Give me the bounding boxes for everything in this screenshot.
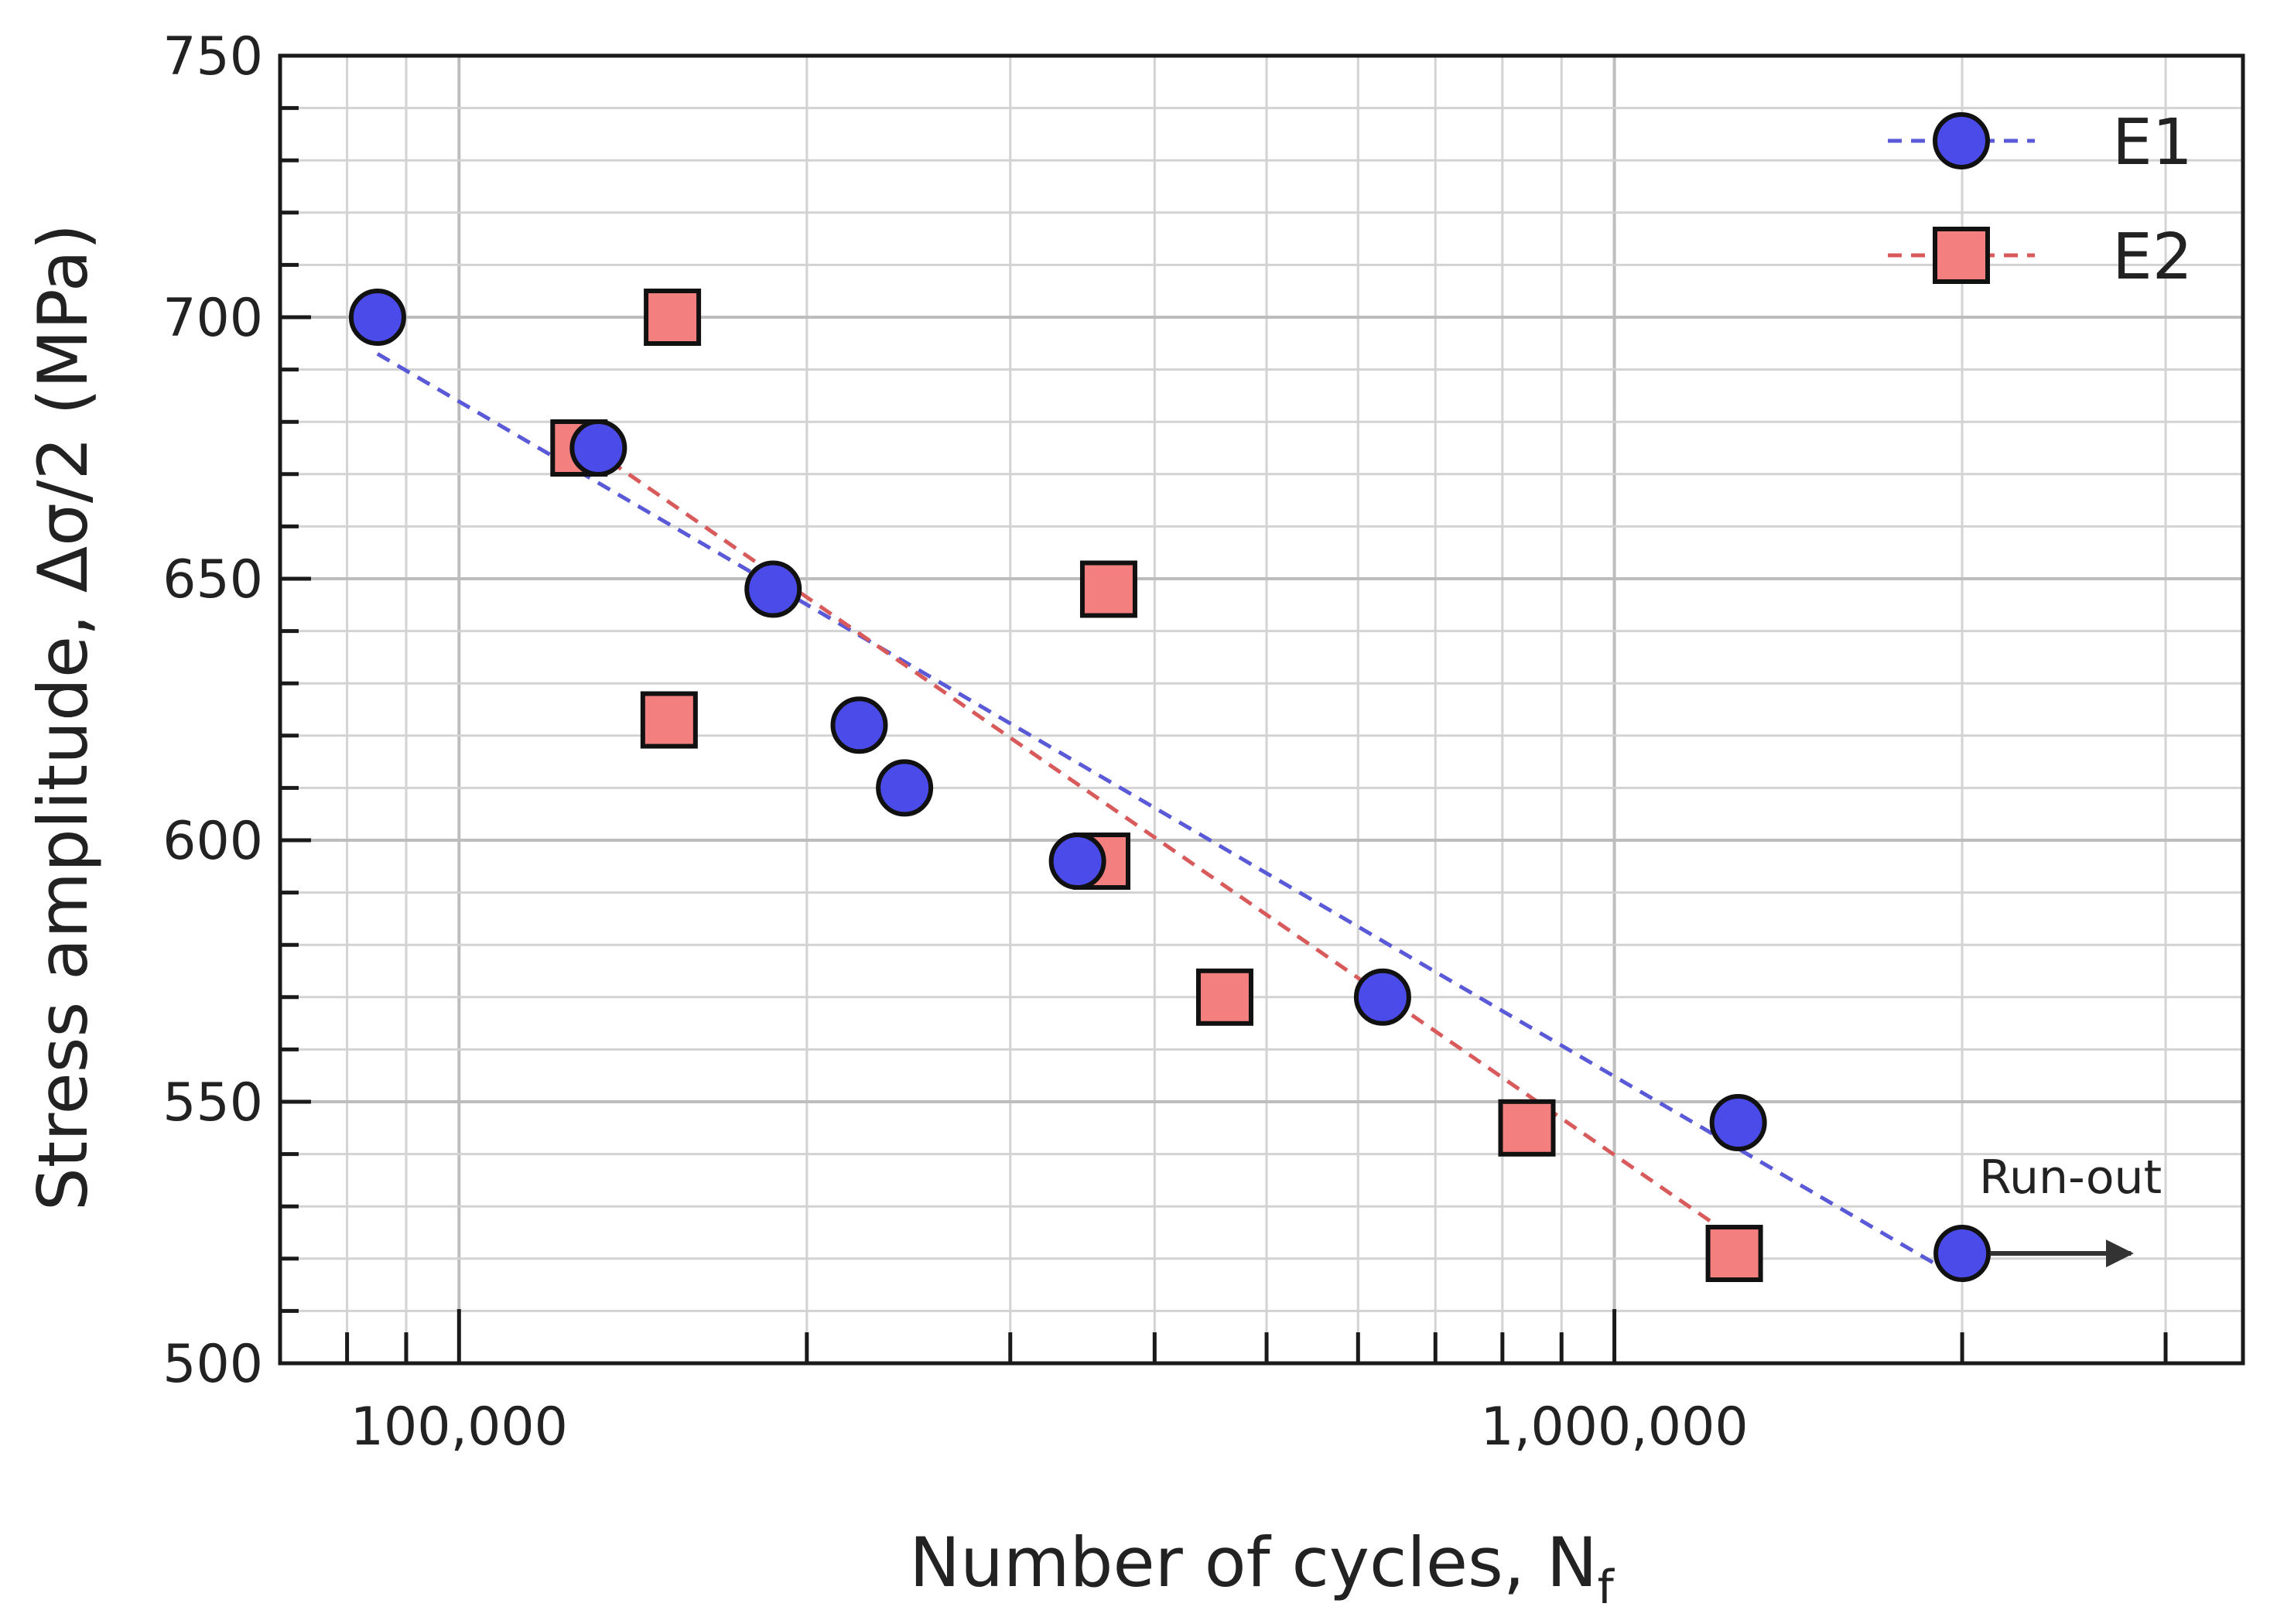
- legend-label-e2: E2: [2112, 221, 2193, 294]
- point-e1: [1048, 833, 1106, 891]
- point-e1: [1709, 1094, 1767, 1152]
- legend-label-e1: E1: [2112, 106, 2193, 179]
- x-axis-title: Number of cycles, Nf: [909, 1523, 1615, 1615]
- axis-labels: 500 550 600 650 700 750 100,000 1,000,000 Number…: [23, 26, 1749, 1615]
- point-e2: [644, 289, 702, 346]
- point-e2: [1498, 1099, 1556, 1157]
- point-e1: [744, 560, 802, 618]
- annotations: Run-out: [1979, 1150, 2162, 1268]
- legend: E1 E2: [1888, 106, 2193, 294]
- y-tick-label: 550: [162, 1072, 263, 1133]
- fit-lines: [376, 352, 1964, 1281]
- legend-marker-e1: [1933, 112, 1990, 169]
- y-tick-label: 700: [162, 288, 263, 349]
- point-e1: [569, 419, 627, 477]
- y-tick-label: 600: [162, 811, 263, 872]
- y-axis-title: Stress amplitude, Δσ/2 (MPa): [23, 224, 103, 1211]
- point-e2: [1195, 968, 1253, 1026]
- point-e2: [1705, 1225, 1763, 1283]
- fit-line-e1: [376, 352, 1964, 1281]
- y-tick-label: 500: [162, 1334, 263, 1395]
- x-tick-label: 100,000: [350, 1397, 568, 1458]
- point-e1: [876, 759, 934, 817]
- data-points: [348, 289, 1992, 1283]
- plot-frame: [278, 53, 2245, 1366]
- point-e1: [1933, 1225, 1992, 1283]
- point-e1: [830, 696, 888, 754]
- x-axis-title-subscript: f: [1598, 1561, 1615, 1615]
- point-e1: [348, 289, 406, 346]
- axes: [278, 53, 2245, 1366]
- x-tick-label: 1,000,000: [1481, 1397, 1749, 1458]
- y-tick-label: 650: [162, 549, 263, 610]
- y-tick-label: 750: [162, 26, 263, 87]
- point-e2: [640, 691, 698, 749]
- point-e1: [1353, 968, 1411, 1026]
- plot-background: [280, 56, 2243, 1363]
- x-axis-title-main: Number of cycles, N: [909, 1523, 1597, 1602]
- point-e2: [1079, 560, 1137, 618]
- legend-marker-e2: [1933, 227, 1990, 284]
- run-out-label: Run-out: [1979, 1150, 2162, 1205]
